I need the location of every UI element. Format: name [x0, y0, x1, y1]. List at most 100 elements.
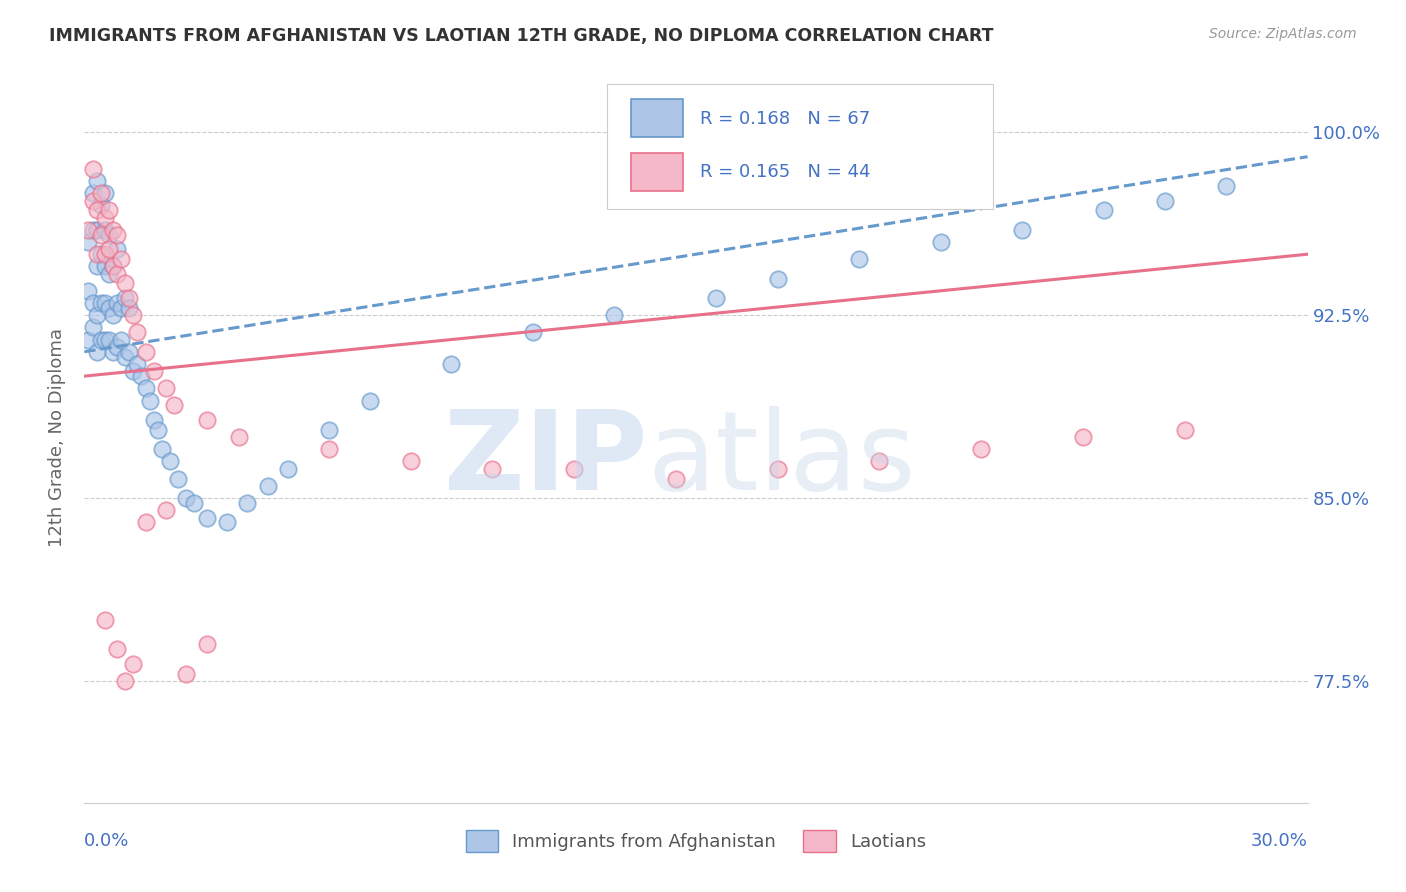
- Point: [236, 496, 259, 510]
- Point: [195, 413, 218, 427]
- Point: [481, 462, 503, 476]
- Point: [86, 344, 108, 359]
- Point: [562, 462, 585, 476]
- Point: [706, 291, 728, 305]
- Point: [77, 235, 100, 249]
- Point: [603, 308, 626, 322]
- Point: [118, 291, 141, 305]
- Point: [105, 243, 128, 257]
- Text: 30.0%: 30.0%: [1251, 832, 1308, 850]
- Point: [97, 203, 120, 218]
- Point: [1011, 223, 1033, 237]
- Point: [195, 510, 218, 524]
- Point: [399, 454, 422, 468]
- Point: [93, 260, 115, 274]
- Point: [86, 308, 108, 322]
- Point: [97, 301, 120, 315]
- Point: [114, 291, 136, 305]
- FancyBboxPatch shape: [631, 99, 682, 137]
- Point: [150, 442, 173, 457]
- Point: [138, 393, 160, 408]
- Point: [228, 430, 250, 444]
- Point: [135, 516, 157, 530]
- Text: 0.0%: 0.0%: [84, 832, 129, 850]
- Point: [174, 491, 197, 505]
- Point: [142, 364, 165, 378]
- Point: [97, 333, 120, 347]
- Point: [93, 296, 115, 310]
- Point: [440, 357, 463, 371]
- Point: [93, 223, 115, 237]
- Point: [77, 223, 100, 237]
- Point: [93, 247, 115, 261]
- Point: [105, 340, 128, 354]
- Point: [318, 423, 340, 437]
- Point: [82, 223, 104, 237]
- Point: [82, 194, 104, 208]
- Point: [869, 454, 891, 468]
- Point: [195, 637, 218, 651]
- Point: [90, 198, 112, 212]
- Point: [359, 393, 381, 408]
- Point: [122, 364, 145, 378]
- Point: [82, 320, 104, 334]
- Point: [114, 350, 136, 364]
- Text: ZIP: ZIP: [444, 406, 647, 513]
- Point: [1073, 430, 1095, 444]
- Point: [82, 186, 104, 201]
- Point: [86, 260, 108, 274]
- Point: [118, 301, 141, 315]
- Point: [163, 398, 186, 412]
- Point: [766, 271, 789, 285]
- Y-axis label: 12th Grade, No Diploma: 12th Grade, No Diploma: [48, 327, 66, 547]
- Point: [766, 462, 789, 476]
- Point: [105, 296, 128, 310]
- Point: [101, 260, 124, 274]
- Point: [131, 369, 153, 384]
- Point: [155, 381, 177, 395]
- Point: [86, 247, 108, 261]
- Point: [155, 503, 177, 517]
- Point: [97, 267, 120, 281]
- Point: [122, 308, 145, 322]
- Text: IMMIGRANTS FROM AFGHANISTAN VS LAOTIAN 12TH GRADE, NO DIPLOMA CORRELATION CHART: IMMIGRANTS FROM AFGHANISTAN VS LAOTIAN 1…: [49, 27, 994, 45]
- Point: [82, 161, 104, 176]
- Text: R = 0.168   N = 67: R = 0.168 N = 67: [700, 110, 870, 128]
- Point: [77, 333, 100, 347]
- Point: [93, 211, 115, 225]
- Point: [135, 381, 157, 395]
- Point: [1092, 203, 1115, 218]
- Point: [110, 301, 132, 315]
- Point: [86, 174, 108, 188]
- FancyBboxPatch shape: [606, 84, 993, 209]
- Point: [277, 462, 299, 476]
- Point: [90, 296, 112, 310]
- Point: [90, 227, 112, 242]
- Point: [97, 227, 120, 242]
- Point: [665, 471, 688, 485]
- Text: atlas: atlas: [647, 406, 915, 513]
- Point: [142, 413, 165, 427]
- Point: [86, 223, 108, 237]
- Point: [522, 325, 544, 339]
- Point: [217, 516, 239, 530]
- Point: [970, 442, 993, 457]
- Point: [114, 673, 136, 688]
- Point: [159, 454, 181, 468]
- Point: [90, 333, 112, 347]
- Point: [114, 277, 136, 291]
- Point: [146, 423, 169, 437]
- Point: [82, 296, 104, 310]
- Point: [127, 357, 149, 371]
- Point: [118, 344, 141, 359]
- Point: [110, 252, 132, 266]
- Point: [167, 471, 190, 485]
- Point: [101, 308, 124, 322]
- Point: [93, 613, 115, 627]
- Point: [101, 223, 124, 237]
- Point: [122, 657, 145, 671]
- Point: [1154, 194, 1177, 208]
- Point: [105, 267, 128, 281]
- Point: [257, 479, 280, 493]
- Point: [90, 247, 112, 261]
